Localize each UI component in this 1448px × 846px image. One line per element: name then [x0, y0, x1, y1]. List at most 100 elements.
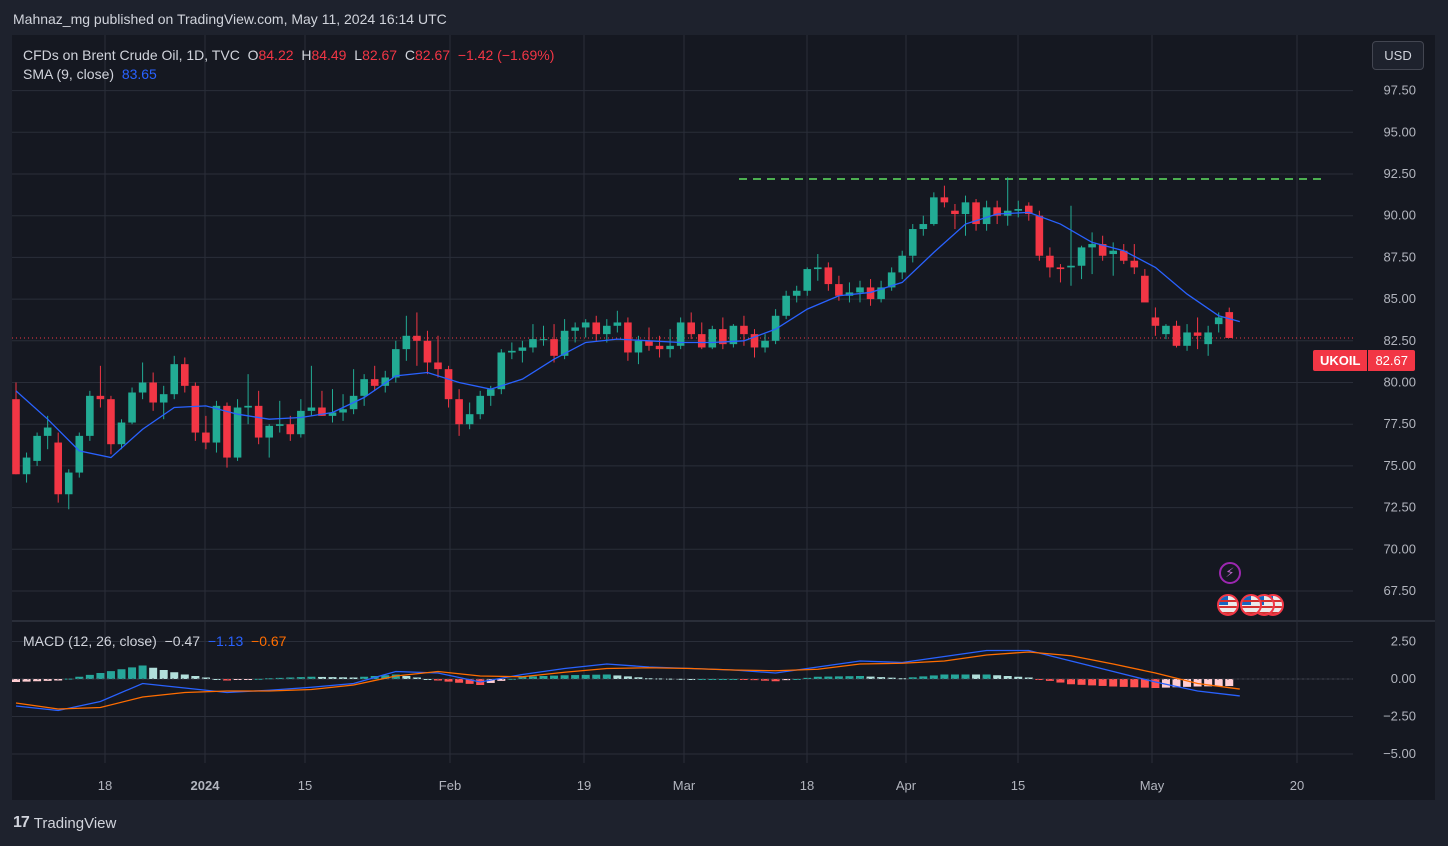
macd-histogram-bar [697, 679, 706, 680]
legend-change: −1.42 (−1.69%) [457, 47, 555, 63]
candle-body [128, 392, 136, 423]
candle-body [75, 435, 84, 473]
macd-histogram-bar [972, 674, 981, 679]
macd-histogram-bar [117, 669, 126, 679]
footer-brand-name: TradingView [33, 814, 117, 832]
candle-body [856, 287, 864, 293]
candle-body [286, 424, 295, 435]
candle-body [1225, 312, 1234, 338]
candle-body [64, 472, 73, 495]
macd-histogram-bar [1161, 679, 1170, 688]
candle-body [33, 435, 41, 461]
candle-body [592, 322, 601, 335]
chart-canvas[interactable]: 67.50 70.00 72.50 75.00 77.50 80.00 82.50 85.00… [12, 35, 1435, 800]
legend-close-prefix: C [404, 47, 416, 63]
macd-histogram-bar [1214, 679, 1223, 687]
price-tick-label: 97.50 [1383, 83, 1416, 98]
macd-histogram-bar [138, 665, 147, 679]
macd-line [15, 649, 1240, 712]
macd-histogram-bar [360, 676, 369, 679]
price-tick-label: 85.00 [1383, 291, 1416, 306]
lightning-icon[interactable]: ⚡ [1219, 562, 1241, 584]
price-tick-label: 70.00 [1383, 541, 1416, 556]
sma-line [15, 211, 1240, 459]
macd-histogram-bar [613, 675, 622, 679]
macd-histogram-bar [908, 677, 917, 679]
publisher-caption: Mahnaz_mg published on TradingView.com, … [13, 11, 447, 27]
macd-histogram-bar [1067, 679, 1075, 685]
macd-histogram-bar [560, 675, 569, 679]
candle-body [275, 424, 284, 426]
candle-body [740, 325, 748, 335]
candle-body [265, 425, 273, 438]
macd-histogram-bar [180, 674, 189, 679]
macd-histogram-bar [982, 674, 991, 679]
legend-open-prefix: O [247, 47, 259, 63]
candle-body [803, 269, 812, 291]
candle-body [434, 362, 442, 370]
price-tick-label: 90.00 [1383, 208, 1416, 223]
candle-body [887, 272, 896, 288]
candle-body [297, 410, 305, 435]
macd-histogram-bar [792, 679, 801, 680]
macd-histogram-bar [929, 675, 938, 679]
us-flag-icon[interactable] [1240, 594, 1262, 616]
candle-body [940, 197, 949, 203]
macd-histogram-bar [1035, 679, 1044, 680]
candle-body [1067, 265, 1075, 268]
macd-histogram-bar [1183, 679, 1192, 687]
macd-histogram-bar [623, 676, 632, 679]
currency-button[interactable]: USD [1372, 41, 1424, 70]
candle-body [708, 329, 717, 348]
chart-area[interactable]: 67.50 70.00 72.50 75.00 77.50 80.00 82.50 85.00… [12, 35, 1435, 800]
macd-histogram-bar [866, 676, 875, 679]
candle-body [571, 327, 579, 331]
macd-histogram-bar [33, 679, 42, 682]
sma-value: 83.65 [121, 66, 157, 82]
macd-histogram-bar [1077, 679, 1086, 685]
candle-body [877, 287, 885, 300]
footer-brand[interactable]: 17 TradingView [13, 814, 116, 832]
candle-body [455, 399, 463, 425]
macd-histogram-bar [212, 679, 221, 680]
legend-low: 82.67 [362, 47, 398, 63]
candle-body [655, 345, 664, 350]
candle-body [634, 340, 643, 353]
time-tick-label: Feb [439, 778, 461, 793]
time-tick-label: May [1140, 778, 1165, 793]
macd-histogram-bar [265, 678, 274, 680]
price-tick-label: 87.50 [1383, 249, 1416, 264]
us-flag-icon[interactable] [1217, 594, 1239, 616]
candle-body [307, 407, 316, 411]
macd-histogram-bar [128, 667, 137, 679]
candle-body [1025, 205, 1033, 215]
sma-label: SMA (9, close) [23, 66, 115, 82]
macd-histogram-bar [782, 679, 791, 681]
candle-body [328, 412, 337, 416]
candle-body [982, 207, 991, 225]
time-tick-label: 15 [298, 778, 312, 793]
price-tick-label: 75.00 [1383, 458, 1416, 473]
macd-histogram-bar [666, 678, 675, 680]
macd-signal-line [15, 651, 1240, 710]
macd-histogram-bar [223, 679, 231, 681]
macd-histogram-bar [444, 679, 453, 682]
price-tick-label: 92.50 [1383, 166, 1416, 181]
macd-histogram-bar [170, 672, 179, 679]
candle-body [750, 334, 759, 348]
macd-histogram-bar [961, 674, 970, 679]
macd-histogram-bar [602, 674, 611, 679]
macd-histogram-bar [402, 676, 411, 679]
candle-body [782, 295, 790, 316]
macd-line-value: −1.13 [207, 633, 244, 649]
candle-body [581, 322, 590, 328]
macd-tick-label: −2.50 [1383, 709, 1416, 724]
last-price-badge: UKOIL 82.67 [1313, 350, 1415, 371]
candle-body [1193, 332, 1202, 336]
candle-body [951, 210, 959, 215]
candle-body [96, 395, 105, 400]
last-price-symbol: UKOIL [1313, 350, 1368, 371]
macd-histogram-bar [528, 676, 537, 679]
candle-body [1141, 275, 1149, 303]
macd-histogram-bar [486, 679, 495, 683]
